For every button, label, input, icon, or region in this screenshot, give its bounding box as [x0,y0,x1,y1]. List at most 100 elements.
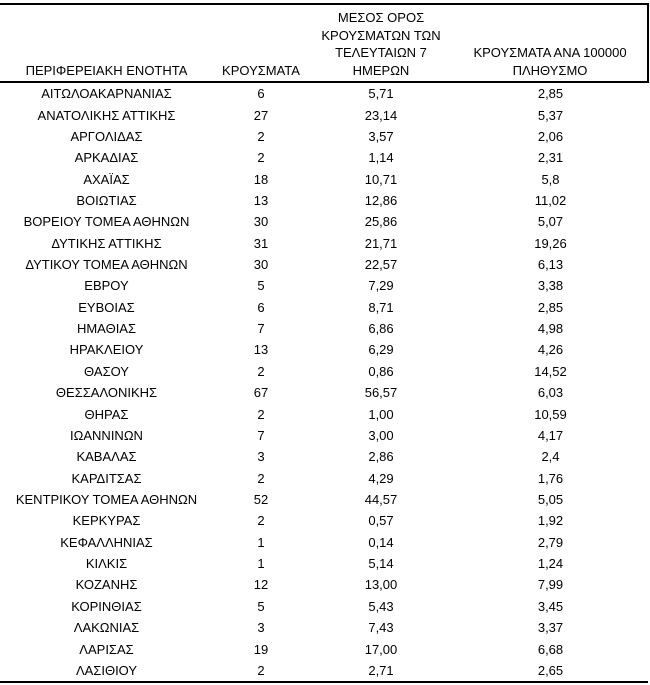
regional-unit-cell: ΚΟΖΑΝΗΣ [75,577,138,593]
regional-unit-cell: ΑΧΑΪΑΣ [83,171,130,187]
table-row: ΛΑΚΩΝΙΑΣ 3 7,43 3,37 [0,617,648,638]
avg-cases-last-7-days-cell: 23,14 [364,107,398,123]
cases-cell: 3 [257,620,265,636]
cases-cell: 52 [253,492,269,507]
regional-unit-cell: ΚΙΛΚΙΣ [85,556,128,572]
regional-unit-cell: ΚΑΒΑΛΑΣ [76,449,137,465]
avg-cases-last-7-days-cell: 3,57 [368,128,394,144]
cases-per-100000-cell: 1,24 [537,556,564,572]
regional-unit-cell: ΛΑΡΙΣΑΣ [79,641,134,657]
cases-per-100000-cell: 5,37 [537,107,564,123]
table-row: ΚΕΝΤΡΙΚΟΥ ΤΟΜΕΑ ΑΘΗΝΩΝ 52 44,57 5,05 [0,489,648,510]
table-row: ΑΝΑΤΟΛΙΚΗΣ ΑΤΤΙΚΗΣ 27 23,14 5,37 [0,104,648,125]
table-row: ΒΟΙΩΤΙΑΣ 13 12,86 11,02 [0,190,648,211]
cases-per-100000-cell: 6,13 [537,257,564,273]
table-row: ΚΑΡΔΙΤΣΑΣ 2 4,29 1,76 [0,467,648,488]
regional-unit-cell: ΚΕΝΤΡΙΚΟΥ ΤΟΜΕΑ ΑΘΗΝΩΝ [15,492,198,507]
cases-per-100000-cell: 3,38 [537,278,564,294]
cases-by-regional-unit-table: ΠΕΡΙΦΕΡΕΙΑΚΗ ΕΝΟΤΗΤΑ ΚΡΟΥΣΜΑΤΑ ΜΕΣΟΣ ΟΡΟ… [0,3,649,683]
cases-cell: 3 [257,449,265,465]
avg-cases-last-7-days-cell: 7,43 [368,620,394,636]
cases-per-100000-cell: 5,8 [541,171,560,187]
column-header-cases-per-100000: ΚΡΟΥΣΜΑΤΑ ΑΝΑ 100000 ΠΛΗΘΥΣΜΟ [453,4,649,82]
regional-unit-cell: ΔΥΤΙΚΟΥ ΤΟΜΕΑ ΑΘΗΝΩΝ [25,257,188,273]
avg-cases-last-7-days-cell: 56,57 [364,385,398,401]
cases-cell: 7 [257,321,265,337]
table-row: ΗΡΑΚΛΕΙΟΥ 13 6,29 4,26 [0,339,648,360]
cases-cell: 67 [253,385,269,401]
regional-unit-cell: ΑΙΤΩΛΟΑΚΑΡΝΑΝΙΑΣ [41,86,172,102]
table-row: ΑΧΑΪΑΣ 18 10,71 5,8 [0,168,648,189]
table-row: ΛΑΡΙΣΑΣ 19 17,00 6,68 [0,638,648,659]
cases-per-100000-cell: 2,79 [537,534,564,550]
cases-per-100000-cell: 2,4 [541,449,560,465]
cases-per-100000-cell: 1,76 [537,470,564,486]
avg-cases-last-7-days-cell: 8,71 [368,299,394,315]
table-row: ΙΩΑΝΝΙΝΩΝ 7 3,00 4,17 [0,425,648,446]
cases-per-100000-cell: 3,45 [537,598,564,614]
cases-cell: 2 [257,513,265,529]
cases-per-100000-cell: 2,85 [537,86,564,102]
regional-unit-cell: ΗΡΑΚΛΕΙΟΥ [69,342,144,358]
table-row: ΕΥΒΟΙΑΣ 6 8,71 2,85 [0,297,648,318]
table-header: ΠΕΡΙΦΕΡΕΙΑΚΗ ΕΝΟΤΗΤΑ ΚΡΟΥΣΜΑΤΑ ΜΕΣΟΣ ΟΡΟ… [0,4,649,82]
regional-unit-cell: ΘΕΣΣΑΛΟΝΙΚΗΣ [55,385,158,401]
cases-per-100000-cell: 10,59 [534,406,567,422]
regional-unit-cell: ΛΑΣΙΘΙΟΥ [75,662,138,678]
avg-cases-last-7-days-cell: 0,86 [368,363,394,379]
table-row: ΘΑΣΟΥ 2 0,86 14,52 [0,361,648,382]
avg-cases-last-7-days-cell: 10,71 [364,171,398,187]
table-row: ΛΑΣΙΘΙΟΥ 2 2,71 2,65 [0,660,648,682]
cases-cell: 2 [257,363,265,379]
avg-cases-last-7-days-cell: 25,86 [364,214,398,230]
cases-cell: 1 [257,534,265,550]
cases-cell: 12 [253,577,269,593]
avg-cases-last-7-days-cell: 0,14 [368,534,394,550]
avg-cases-last-7-days-cell: 6,29 [368,342,394,358]
report-page: ΠΕΡΙΦΕΡΕΙΑΚΗ ΕΝΟΤΗΤΑ ΚΡΟΥΣΜΑΤΑ ΜΕΣΟΣ ΟΡΟ… [0,3,650,685]
cases-cell: 30 [253,214,269,230]
table-row: ΔΥΤΙΚΟΥ ΤΟΜΕΑ ΑΘΗΝΩΝ 30 22,57 6,13 [0,254,648,275]
table-row: ΕΒΡΟΥ 5 7,29 3,38 [0,275,648,296]
regional-unit-cell: ΚΕΡΚΥΡΑΣ [72,513,141,529]
regional-unit-cell: ΔΥΤΙΚΗΣ ΑΤΤΙΚΗΣ [51,235,162,251]
cases-per-100000-cell: 6,03 [537,385,564,401]
cases-cell: 18 [253,171,269,187]
avg-cases-last-7-days-cell: 12,86 [364,192,398,208]
regional-unit-cell: ΕΥΒΟΙΑΣ [78,299,135,315]
cases-cell: 5 [257,278,265,294]
cases-cell: 31 [253,235,269,251]
avg-cases-last-7-days-cell: 21,71 [364,235,398,251]
cases-cell: 5 [257,598,265,614]
avg-cases-last-7-days-cell: 5,43 [368,598,394,614]
table-row: ΚΑΒΑΛΑΣ 3 2,86 2,4 [0,446,648,467]
table-row: ΚΕΡΚΥΡΑΣ 2 0,57 1,92 [0,510,648,531]
regional-unit-cell: ΑΡΚΑΔΙΑΣ [74,150,139,166]
cases-per-100000-cell: 2,85 [537,299,564,315]
regional-unit-cell: ΒΟΙΩΤΙΑΣ [76,192,137,208]
avg-cases-last-7-days-cell: 22,57 [364,257,398,273]
cases-cell: 13 [253,342,269,358]
table-row: ΚΕΦΑΛΛΗΝΙΑΣ 1 0,14 2,79 [0,532,648,553]
table-row: ΑΡΚΑΔΙΑΣ 2 1,14 2,31 [0,147,648,168]
cases-cell: 2 [257,470,265,486]
table-body: ΑΙΤΩΛΟΑΚΑΡΝΑΝΙΑΣ 6 5,71 2,85 ΑΝΑΤΟΛΙΚΗΣ … [0,82,648,683]
cases-per-100000-cell: 7,99 [537,577,564,593]
cases-per-100000-cell: 5,05 [537,492,564,507]
regional-unit-cell: ΒΟΡΕΙΟΥ ΤΟΜΕΑ ΑΘΗΝΩΝ [23,214,190,230]
column-header-avg-cases-last-7-days: ΜΕΣΟΣ ΟΡΟΣ ΚΡΟΥΣΜΑΤΩΝ ΤΩΝ ΤΕΛΕΥΤΑΙΩΝ 7 Η… [321,10,441,78]
cases-cell: 6 [257,86,265,102]
regional-unit-cell: ΑΡΓΟΛΙΔΑΣ [70,128,143,144]
table-row: ΚΙΛΚΙΣ 1 5,14 1,24 [0,553,648,574]
table-row: ΗΜΑΘΙΑΣ 7 6,86 4,98 [0,318,648,339]
avg-cases-last-7-days-cell: 3,00 [368,427,394,443]
regional-unit-cell: ΗΜΑΘΙΑΣ [76,321,137,337]
table-row: ΚΟΡΙΝΘΙΑΣ 5 5,43 3,45 [0,596,648,617]
cases-cell: 2 [257,128,265,144]
cases-per-100000-cell: 11,02 [534,192,567,208]
avg-cases-last-7-days-cell: 7,29 [368,278,394,294]
cases-cell: 2 [257,406,265,422]
cases-per-100000-cell: 14,52 [534,363,567,379]
cases-per-100000-cell: 4,17 [537,427,564,443]
avg-cases-last-7-days-cell: 0,57 [368,513,394,529]
